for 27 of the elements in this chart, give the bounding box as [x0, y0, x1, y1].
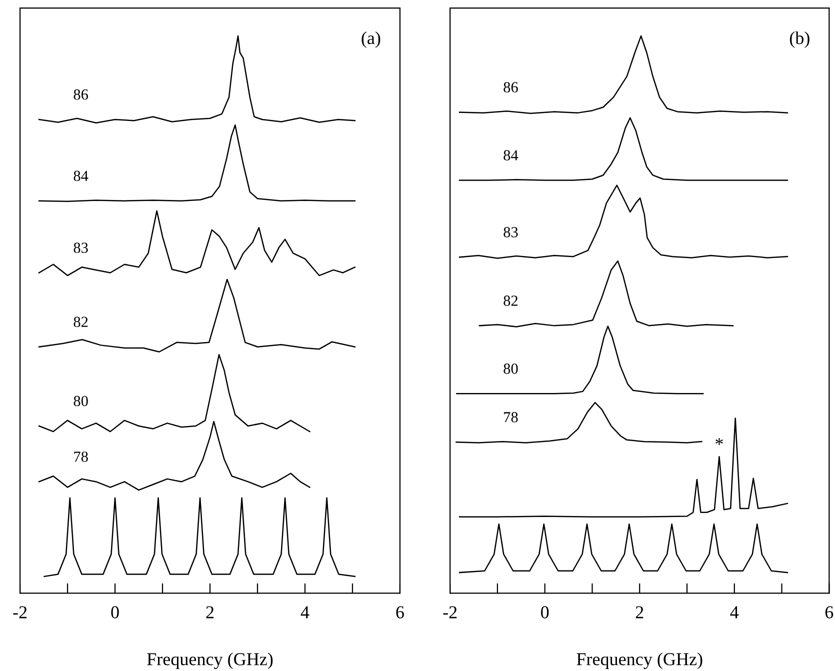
annotation: (a) — [362, 31, 380, 48]
x-tick-label: 2 — [636, 606, 644, 618]
series-label: 78 — [74, 452, 88, 462]
x-tick-label: 0 — [541, 606, 549, 618]
x-axis-title: Frequency (GHz) — [576, 652, 702, 670]
x-tick-label: 4 — [730, 606, 739, 618]
x-axis-title: Frequency (GHz) — [147, 652, 273, 670]
series-label: 84 — [74, 170, 88, 182]
x-tick-label: 4 — [300, 606, 310, 618]
series-label: 80 — [504, 364, 518, 374]
series-label: 83 — [74, 242, 88, 253]
series-label: 78 — [504, 412, 518, 422]
annotation: * — [716, 438, 723, 445]
x-tick-label: -2 — [443, 606, 457, 618]
annotation: (b) — [790, 31, 810, 48]
series-label: 82 — [74, 316, 88, 328]
series-label: 86 — [504, 82, 518, 92]
series-label: 84 — [504, 150, 518, 160]
x-tick-label: -2 — [13, 606, 27, 618]
series-label: 86 — [74, 89, 88, 100]
x-tick-label: 2 — [206, 606, 214, 618]
x-tick-label: 6 — [396, 606, 404, 618]
x-tick-label: 6 — [825, 606, 834, 618]
series-label: 82 — [504, 296, 518, 306]
series-label: 80 — [74, 396, 88, 406]
series-label: 83 — [504, 227, 518, 238]
x-tick-label: 0 — [111, 606, 119, 618]
